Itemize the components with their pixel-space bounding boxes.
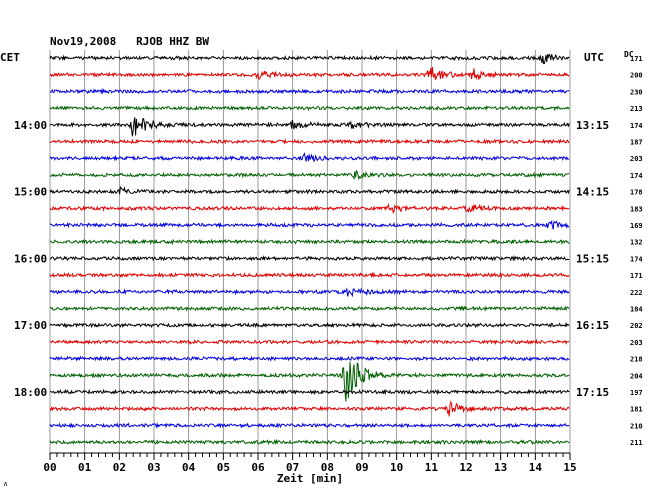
x-tick-label: 15 (563, 461, 576, 474)
left-time-labels: 14:00 15:00 16:00 17:00 18:00 (14, 119, 47, 399)
x-tick-label: 14 (529, 461, 543, 474)
x-tick-label: 12 (459, 461, 472, 474)
dc-value: 169 (630, 222, 643, 230)
x-tick-label: 10 (390, 461, 403, 474)
left-time-label: 15:00 (14, 186, 47, 199)
right-timezone-label: UTC (584, 51, 604, 64)
dc-value: 218 (630, 356, 643, 364)
seismic-trace-12 (49, 254, 570, 262)
dc-value: 210 (630, 422, 643, 430)
right-time-label: 15:15 (576, 252, 609, 265)
time-grid (49, 50, 571, 453)
x-tick-label: 03 (147, 461, 160, 474)
seismic-trace-14 (49, 287, 570, 298)
dc-value: 181 (630, 406, 643, 414)
x-tick-label: 02 (113, 461, 126, 474)
dc-value: 213 (630, 105, 643, 113)
dc-value: 171 (630, 272, 643, 280)
trace-group (49, 53, 570, 446)
x-tick-label: 04 (182, 461, 196, 474)
x-tick-label: 01 (78, 461, 92, 474)
seismic-trace-5 (49, 138, 570, 145)
dc-value: 184 (630, 306, 643, 314)
seismic-trace-20 (49, 388, 570, 396)
seismic-trace-21 (49, 399, 570, 417)
dc-value: 178 (630, 189, 643, 197)
dc-value: 211 (630, 439, 643, 447)
left-timezone-label: CET (0, 51, 20, 64)
dc-value: 174 (630, 122, 643, 130)
seismic-trace-8 (49, 185, 570, 195)
x-axis-label: Zeit [min] (277, 472, 343, 485)
seismic-trace-4 (49, 117, 570, 137)
dc-value: 203 (630, 155, 643, 163)
seismic-trace-18 (49, 355, 570, 362)
left-time-label: 18:00 (14, 386, 47, 399)
seismic-trace-13 (49, 271, 570, 279)
x-tick-label: 08 (321, 461, 334, 474)
dc-value: 203 (630, 339, 643, 347)
chart-title: Nov19,2008 RJOB HHZ BW (50, 35, 209, 48)
corner-mark: ∧ (3, 480, 8, 488)
dc-value: 202 (630, 322, 643, 330)
seismic-trace-7 (49, 169, 570, 181)
right-time-label: 17:15 (576, 386, 609, 399)
dc-value: 174 (630, 172, 643, 180)
dc-value: 200 (630, 72, 643, 80)
right-time-label: 13:15 (576, 119, 609, 132)
dc-value: 183 (630, 205, 643, 213)
dc-value: 204 (630, 372, 643, 380)
left-time-label: 17:00 (14, 319, 47, 332)
seismic-trace-17 (49, 338, 570, 346)
seismic-trace-6 (49, 151, 570, 163)
left-time-label: 16:00 (14, 252, 47, 265)
seismic-trace-19 (49, 361, 570, 402)
dc-values: 171 200 230 213 174 187 203 174 178 183 169 132 174 1… (630, 55, 643, 447)
left-time-label: 14:00 (14, 119, 47, 132)
x-tick-label: 00 (43, 461, 56, 474)
seismic-trace-3 (49, 104, 570, 112)
x-tick-label: 09 (355, 461, 368, 474)
dc-value: 187 (630, 139, 643, 147)
dc-value: 132 (630, 239, 643, 247)
seismic-trace-11 (49, 238, 570, 246)
x-tick-label: 13 (494, 461, 507, 474)
right-time-labels: 13:15 14:15 15:15 16:15 17:15 (576, 119, 609, 399)
dc-value: 197 (630, 389, 643, 397)
dc-value: 222 (630, 289, 643, 297)
seismic-trace-2 (49, 87, 570, 95)
seismic-trace-9 (49, 202, 570, 214)
x-tick-label: 06 (251, 461, 265, 474)
seismic-trace-22 (49, 422, 570, 429)
right-time-label: 14:15 (576, 186, 609, 199)
x-tick-label: 05 (217, 461, 230, 474)
seismic-trace-23 (49, 438, 570, 446)
x-tick-label: 07 (286, 461, 299, 474)
seismic-trace-16 (49, 321, 570, 329)
seismic-trace-10 (49, 219, 570, 230)
seismic-trace-0 (49, 53, 570, 65)
dc-value: 171 (630, 55, 643, 63)
seismic-trace-15 (49, 305, 570, 312)
right-time-label: 16:15 (576, 319, 609, 332)
dc-value: 174 (630, 255, 643, 263)
dc-column-label: DC (624, 50, 634, 59)
x-tick-label: 11 (425, 461, 439, 474)
x-axis: 00 01 02 03 04 05 06 07 08 09 10 11 12 13 14 15 (43, 452, 577, 474)
dc-value: 230 (630, 88, 643, 96)
seismic-trace-1 (49, 66, 570, 80)
